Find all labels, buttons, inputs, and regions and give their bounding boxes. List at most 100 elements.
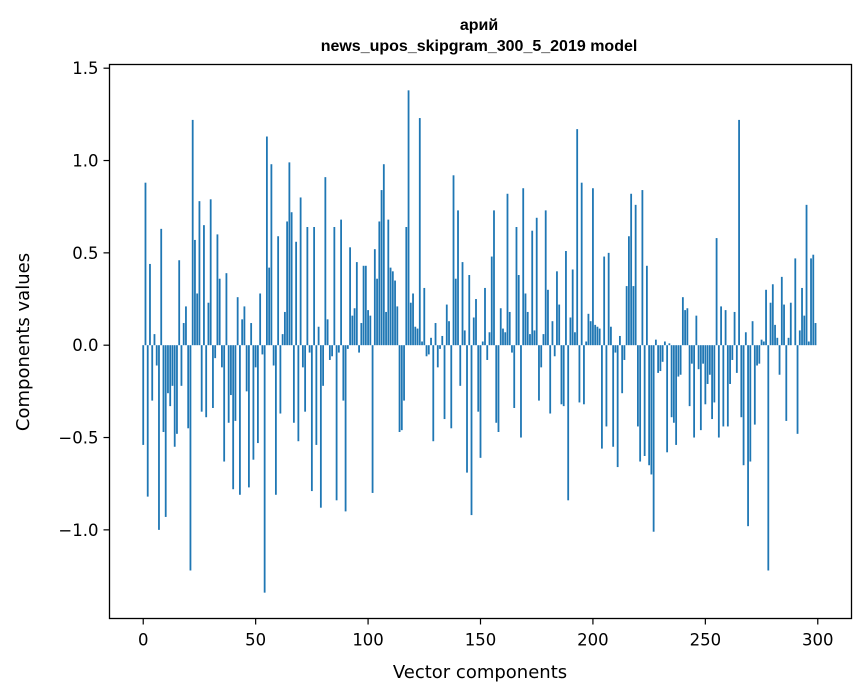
bar-151 xyxy=(482,342,484,346)
bar-189 xyxy=(567,345,569,500)
bar-24 xyxy=(196,293,198,345)
bar-112 xyxy=(394,281,396,346)
bar-275 xyxy=(761,340,763,346)
bar-60 xyxy=(277,236,279,345)
bar-153 xyxy=(486,345,488,360)
bar-256 xyxy=(718,345,720,437)
bar-79 xyxy=(320,345,322,508)
bar-197 xyxy=(585,342,587,346)
bar-122 xyxy=(417,329,419,346)
bar-166 xyxy=(516,227,518,345)
bar-272 xyxy=(754,345,756,424)
y-tick-label: −0.5 xyxy=(58,429,98,448)
bar-100 xyxy=(367,310,369,345)
bar-5 xyxy=(154,334,156,345)
bar-108 xyxy=(385,312,387,345)
y-tick-label: 0.0 xyxy=(72,336,98,355)
bar-236 xyxy=(673,345,675,423)
bar-114 xyxy=(399,345,401,432)
y-tick-label: 0.5 xyxy=(72,244,98,263)
bar-243 xyxy=(689,345,691,406)
bar-99 xyxy=(365,266,367,345)
x-tick-label: 300 xyxy=(802,631,834,650)
bar-91 xyxy=(347,345,349,349)
bar-43 xyxy=(239,345,241,495)
bar-120 xyxy=(412,293,414,345)
bar-17 xyxy=(181,345,183,386)
bar-86 xyxy=(336,345,338,500)
bar-268 xyxy=(745,332,747,345)
bar-194 xyxy=(579,345,581,402)
y-tick-label: 1.5 xyxy=(72,59,98,78)
bar-213 xyxy=(621,345,623,393)
bar-143 xyxy=(464,330,466,345)
bar-291 xyxy=(797,345,799,434)
bar-157 xyxy=(495,345,497,423)
bar-8 xyxy=(160,229,162,345)
bar-140 xyxy=(457,210,459,345)
bar-288 xyxy=(790,303,792,345)
bar-278 xyxy=(767,345,769,570)
bar-182 xyxy=(552,321,554,345)
x-tick-label: 250 xyxy=(690,631,722,650)
bar-290 xyxy=(794,258,796,345)
x-axis-label: Vector components xyxy=(393,662,567,683)
bar-88 xyxy=(340,220,342,346)
bar-224 xyxy=(646,266,648,345)
bar-75 xyxy=(311,345,313,491)
bar-239 xyxy=(680,345,682,375)
bar-233 xyxy=(666,345,668,452)
bar-30 xyxy=(210,199,212,345)
bar-131 xyxy=(437,345,439,367)
bar-149 xyxy=(477,345,479,411)
bar-235 xyxy=(671,345,673,417)
bar-238 xyxy=(677,345,679,376)
bar-298 xyxy=(812,255,814,345)
bar-255 xyxy=(716,238,718,345)
bar-45 xyxy=(244,306,246,345)
bar-191 xyxy=(572,269,574,345)
bar-93 xyxy=(351,316,353,346)
bar-66 xyxy=(291,212,293,345)
bars-group xyxy=(142,90,816,592)
bar-133 xyxy=(441,336,443,345)
bar-141 xyxy=(459,345,461,386)
bar-183 xyxy=(554,345,556,356)
bar-265 xyxy=(738,120,740,345)
bar-56 xyxy=(268,268,270,346)
bar-195 xyxy=(581,183,583,346)
bar-21 xyxy=(190,345,192,570)
bar-169 xyxy=(522,188,524,345)
bar-158 xyxy=(498,345,500,432)
bar-70 xyxy=(300,197,302,345)
bar-286 xyxy=(785,345,787,421)
bar-71 xyxy=(302,345,304,367)
bar-216 xyxy=(628,236,630,345)
bar-111 xyxy=(392,271,394,345)
bar-97 xyxy=(360,323,362,345)
bar-96 xyxy=(358,345,360,352)
bar-146 xyxy=(471,345,473,515)
bar-161 xyxy=(504,332,506,345)
bar-57 xyxy=(270,164,272,345)
bar-11 xyxy=(167,345,169,393)
bar-126 xyxy=(426,345,428,356)
bar-292 xyxy=(799,330,801,345)
bar-123 xyxy=(419,118,421,345)
bar-27 xyxy=(203,225,205,345)
bar-113 xyxy=(396,306,398,345)
bar-229 xyxy=(657,345,659,373)
bar-204 xyxy=(601,345,603,448)
bar-247 xyxy=(698,345,700,369)
bar-34 xyxy=(219,279,221,345)
bar-147 xyxy=(473,317,475,345)
bar-263 xyxy=(734,312,736,345)
bar-138 xyxy=(453,175,455,345)
bar-63 xyxy=(284,312,286,345)
bar-77 xyxy=(315,345,317,445)
bar-177 xyxy=(540,345,542,367)
bar-192 xyxy=(574,332,576,345)
bar-227 xyxy=(653,345,655,532)
bar-90 xyxy=(345,345,347,511)
